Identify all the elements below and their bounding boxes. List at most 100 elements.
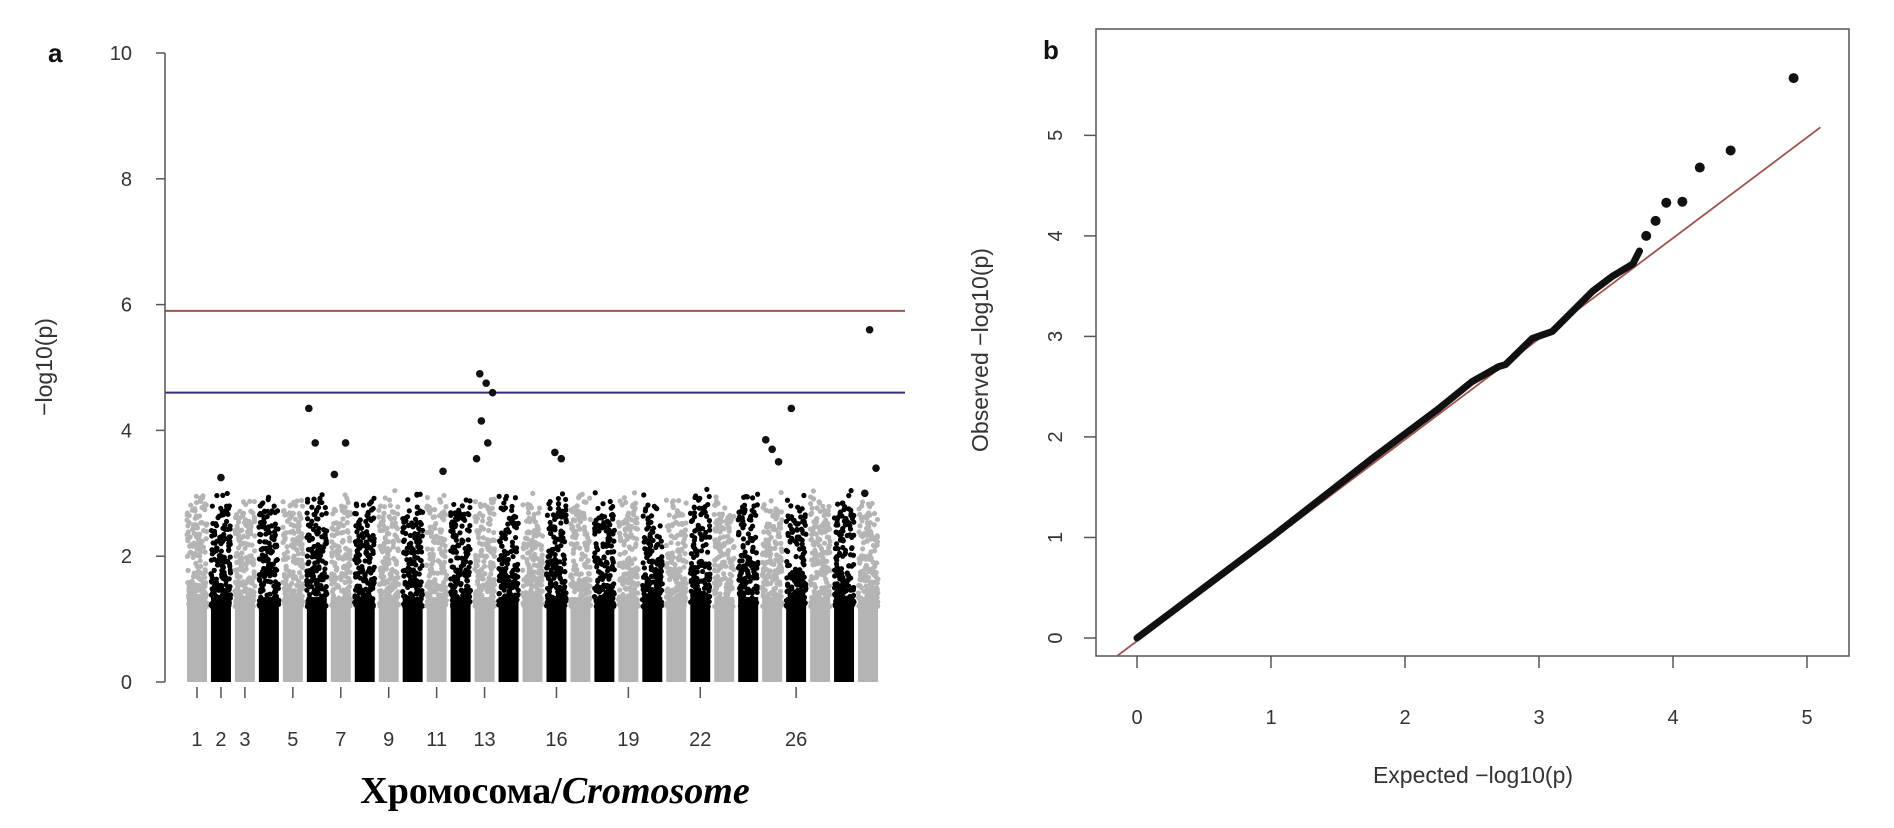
snp-point xyxy=(435,570,441,576)
snp-point xyxy=(478,503,484,510)
snp-point xyxy=(453,537,459,543)
snp-point xyxy=(751,575,757,581)
snp-point xyxy=(717,535,723,541)
snp-point xyxy=(490,599,497,605)
snp-point xyxy=(323,583,329,590)
snp-point xyxy=(415,549,421,555)
snp-point xyxy=(332,563,338,569)
snp-point xyxy=(193,525,199,531)
snp-point xyxy=(243,501,249,508)
snp-point xyxy=(212,532,218,538)
snp-point xyxy=(838,531,844,538)
snp-point xyxy=(505,550,511,556)
snp-point xyxy=(766,541,772,547)
snp-point xyxy=(545,575,552,582)
snp-point xyxy=(451,501,457,508)
snp-point xyxy=(475,535,482,541)
snp-point xyxy=(816,552,823,559)
dense-region xyxy=(546,597,567,682)
snp-point xyxy=(747,588,753,594)
snp-point xyxy=(860,546,866,552)
snp-point xyxy=(705,549,711,555)
snp-point xyxy=(323,510,329,516)
snp-point xyxy=(406,561,412,567)
snp-point xyxy=(347,569,353,575)
dense-region xyxy=(282,597,303,682)
snp-point xyxy=(464,570,470,576)
snp-point xyxy=(776,534,783,540)
snp-point xyxy=(347,579,353,585)
snp-point xyxy=(563,590,569,596)
snp-point xyxy=(476,528,483,534)
snp-point xyxy=(833,522,839,528)
snp-point xyxy=(791,569,798,575)
snp-point xyxy=(776,564,782,570)
snp-point xyxy=(731,513,737,520)
snp-point xyxy=(546,526,552,532)
snp-point xyxy=(402,579,408,585)
snp-point xyxy=(248,579,254,586)
snp-point xyxy=(664,560,671,566)
snp-point xyxy=(292,503,299,509)
snp-point xyxy=(846,575,852,581)
snp-point xyxy=(298,557,305,563)
snp-point xyxy=(863,562,869,569)
snp-point xyxy=(577,587,584,593)
snp-point xyxy=(727,598,733,604)
snp-point xyxy=(459,503,465,509)
snp-point xyxy=(800,560,806,566)
snp-point xyxy=(485,540,491,547)
snp-point xyxy=(610,503,616,510)
snp-point xyxy=(744,579,750,585)
dense-region xyxy=(330,597,351,682)
snp-point xyxy=(786,596,792,603)
snp-point xyxy=(595,505,601,512)
snp-point xyxy=(258,582,265,588)
snp-point xyxy=(546,592,552,598)
snp-point xyxy=(285,554,291,561)
snp-point xyxy=(760,573,766,579)
snp-point xyxy=(671,535,677,541)
snp-point xyxy=(559,491,566,497)
snp-point xyxy=(546,548,552,554)
snp-point xyxy=(232,588,238,594)
snp-point xyxy=(276,597,282,603)
dense-region xyxy=(498,597,519,682)
snp-point xyxy=(552,581,559,588)
snp-point xyxy=(668,540,674,546)
snp-point xyxy=(682,550,688,557)
snp-point xyxy=(617,576,623,582)
snp-point xyxy=(287,572,293,578)
snp-point xyxy=(387,502,393,509)
snp-point xyxy=(309,518,315,524)
snp-point xyxy=(557,598,563,604)
snp-point xyxy=(246,518,252,524)
snp-point xyxy=(359,563,365,570)
snp-point xyxy=(309,504,315,510)
snp-point xyxy=(632,505,638,512)
snp-point xyxy=(334,543,340,549)
snp-point xyxy=(266,540,272,546)
snp-point xyxy=(443,503,449,510)
snp-point xyxy=(665,586,671,592)
snp-point xyxy=(621,538,628,545)
snp-point xyxy=(872,543,878,549)
snp-point xyxy=(347,510,353,516)
snp-point xyxy=(214,492,220,499)
snp-point xyxy=(563,503,569,509)
notable-point xyxy=(311,439,320,447)
snp-point xyxy=(774,580,780,587)
snp-point xyxy=(764,521,771,527)
snp-point xyxy=(711,511,717,518)
snp-point xyxy=(825,507,831,514)
snp-point xyxy=(420,603,426,609)
snp-point xyxy=(281,507,287,514)
snp-point xyxy=(395,574,401,581)
snp-point xyxy=(641,534,648,541)
snp-point xyxy=(210,520,216,527)
snp-point xyxy=(839,513,845,519)
snp-point xyxy=(688,599,694,605)
snp-point xyxy=(344,520,350,526)
snp-point xyxy=(731,555,737,561)
snp-point xyxy=(415,587,422,593)
